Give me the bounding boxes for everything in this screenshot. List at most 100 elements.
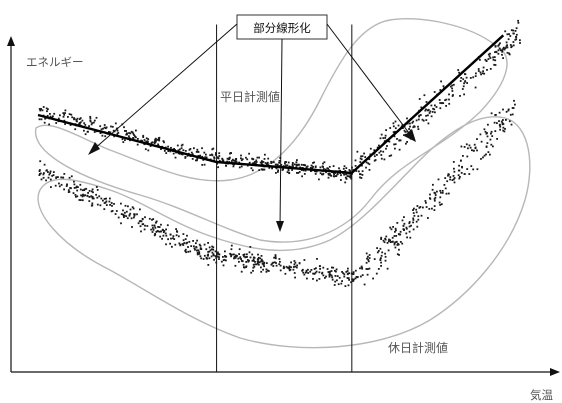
data-point [196,239,198,242]
data-point [334,275,337,277]
weekday-measurement-label: 平日計測値 [220,89,280,104]
data-point [458,71,460,74]
data-point [124,139,126,141]
data-point [343,173,345,176]
data-point [274,163,277,166]
data-point [212,246,215,249]
data-point [135,129,137,132]
data-point [246,253,248,256]
data-point [300,163,303,166]
data-point [479,58,481,61]
data-point [318,178,320,181]
data-point [295,166,298,168]
data-point [271,167,273,170]
data-point [173,238,176,240]
data-point [95,193,97,196]
data-point [238,166,241,169]
data-point [466,82,468,84]
data-point [109,197,111,200]
data-point [366,273,369,276]
data-point [417,125,419,128]
data-point [439,189,442,192]
data-point [179,244,182,247]
data-point [238,161,241,164]
data-point [243,253,246,256]
data-point [361,266,363,269]
data-point [282,165,285,167]
data-point [417,128,420,130]
data-point [109,204,111,206]
data-point [261,161,263,164]
data-point [49,113,51,115]
data-point [422,119,425,122]
data-point [243,266,246,269]
data-point [367,258,370,261]
data-point [212,248,215,251]
scatter-points [38,19,521,287]
data-point [238,253,240,255]
data-point [143,139,146,141]
data-point [379,258,382,261]
data-point [177,235,180,238]
data-point [231,160,233,162]
data-point [504,128,506,130]
data-point [387,240,390,243]
arrowhead-left [88,142,100,155]
data-point [368,267,371,270]
data-point [76,195,79,198]
data-point [100,197,103,200]
data-point [163,141,165,144]
data-point [307,268,309,271]
data-point [96,196,99,199]
data-point [84,124,87,126]
data-point [169,150,172,153]
data-point [68,113,71,115]
data-point [338,167,340,170]
data-point [156,139,159,141]
data-point [408,222,411,225]
data-point [128,214,131,217]
data-point [111,125,114,128]
data-point [196,148,199,151]
data-point [74,194,77,196]
data-point [40,178,43,181]
data-point [200,257,203,260]
data-point [312,162,314,164]
data-point [487,123,489,126]
data-point [392,122,395,125]
data-point [486,135,489,138]
data-point [57,117,60,120]
data-point [246,158,249,161]
data-point [208,246,211,249]
data-point [43,172,45,174]
data-point [267,270,270,272]
data-point [122,209,124,212]
data-point [105,197,107,200]
data-point [396,244,399,246]
data-point [508,52,510,55]
data-point [292,268,295,271]
data-point [384,259,387,262]
data-point [174,243,177,246]
data-point [144,148,147,151]
data-point [472,76,475,79]
data-point [246,259,249,261]
data-point [433,91,436,93]
data-point [167,145,169,148]
data-point [334,172,337,174]
data-point [220,260,223,263]
data-point [111,210,114,212]
data-point [215,257,218,259]
data-point [303,259,306,261]
data-point [236,255,238,257]
data-point [207,251,210,253]
data-point [284,162,286,165]
data-point [494,45,497,48]
data-point [93,131,96,133]
data-point [230,255,232,258]
data-point [117,216,120,219]
data-point [484,130,487,133]
data-point [352,271,355,274]
data-point [275,262,277,264]
data-point [401,219,404,222]
